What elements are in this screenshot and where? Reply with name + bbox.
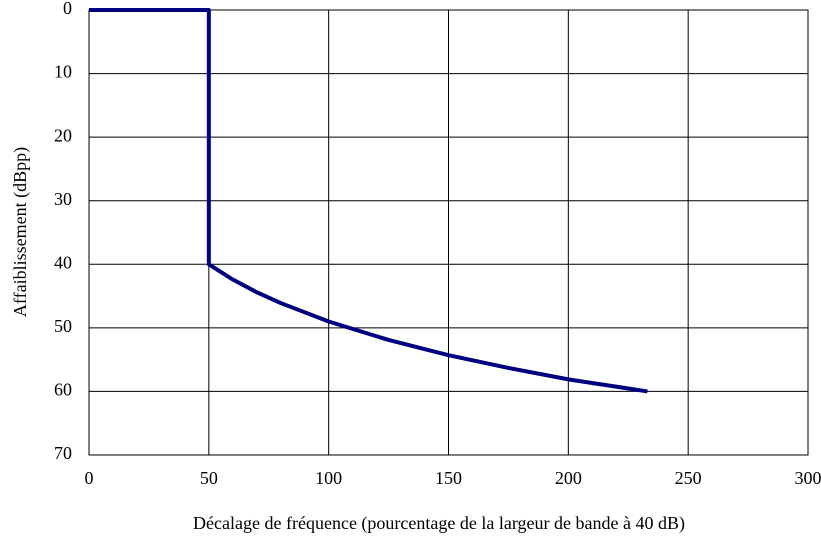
x-axis-label: Décalage de fréquence (pourcentage de la… xyxy=(193,513,685,534)
y-tick-label: 50 xyxy=(54,316,72,336)
y-tick-label: 20 xyxy=(54,125,72,145)
y-axis-label: Affaiblissement (dBpp) xyxy=(10,147,31,317)
x-tick-label: 300 xyxy=(795,468,821,488)
y-tick-label: 60 xyxy=(54,380,72,400)
x-tick-label: 50 xyxy=(200,468,218,488)
x-tick-label: 250 xyxy=(675,468,702,488)
x-tick-label: 100 xyxy=(315,468,342,488)
y-tick-label: 30 xyxy=(54,189,72,209)
x-tick-label: 200 xyxy=(555,468,582,488)
x-tick-label: 150 xyxy=(435,468,462,488)
x-tick-label: 0 xyxy=(85,468,94,488)
data-line xyxy=(89,8,648,394)
y-tick-label: 0 xyxy=(63,0,72,18)
y-tick-label: 40 xyxy=(54,252,72,272)
y-tick-label: 70 xyxy=(54,443,72,463)
y-tick-label: 10 xyxy=(54,62,72,82)
